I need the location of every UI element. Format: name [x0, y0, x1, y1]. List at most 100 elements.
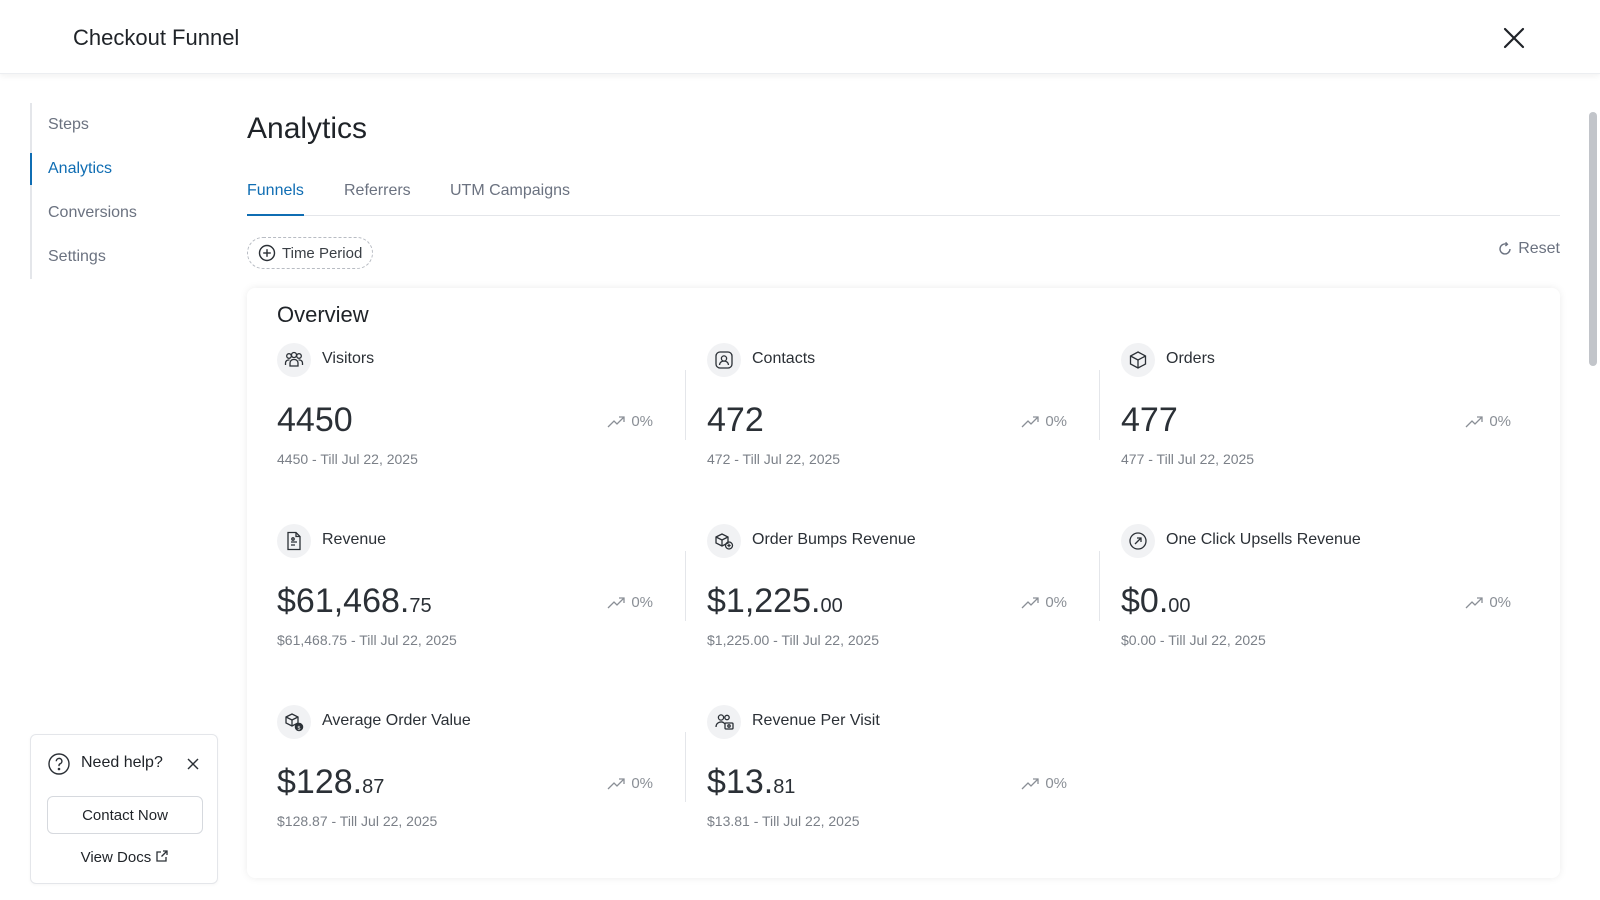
svg-text:$: $: [297, 725, 301, 731]
visitor-revenue-icon: [707, 705, 741, 739]
side-nav: Steps Analytics Conversions Settings: [30, 103, 210, 279]
close-icon[interactable]: [186, 757, 200, 771]
metric-value-cents: 00: [820, 595, 843, 617]
metric-value: 477: [1121, 401, 1178, 440]
scrollbar[interactable]: [1589, 104, 1597, 900]
sidebar-item-settings[interactable]: Settings: [48, 248, 106, 265]
metric-trend-value: 0%: [1489, 594, 1511, 611]
divider: [685, 732, 686, 802]
divider: [1099, 370, 1100, 440]
metric-value: $13.81: [707, 763, 795, 802]
tab-referrers[interactable]: Referrers: [344, 182, 411, 199]
contact-now-button[interactable]: Contact Now: [47, 796, 203, 834]
reset-label: Reset: [1518, 240, 1560, 257]
metric-trend-value: 0%: [631, 594, 653, 611]
metric-trend-value: 0%: [1045, 775, 1067, 792]
view-docs-link[interactable]: View Docs: [31, 849, 219, 866]
metric-subtext: $13.81 - Till Jul 22, 2025: [707, 813, 860, 829]
sidebar-item-analytics[interactable]: Analytics: [30, 147, 210, 191]
users-icon: [277, 343, 311, 377]
time-period-filter[interactable]: Time Period: [247, 237, 374, 269]
trend-up-icon: [607, 777, 625, 789]
metric-one-click-upsells-revenue: One Click Upsells Revenue $0.00 $0.00 - …: [1121, 524, 1511, 664]
overview-title: Overview: [277, 302, 369, 327]
metric-value-main: $0.: [1121, 582, 1169, 620]
scrollbar-thumb[interactable]: [1589, 112, 1597, 366]
metric-order-bumps-revenue: Order Bumps Revenue $1,225.00 $1,225.00 …: [707, 524, 1067, 664]
divider: [685, 370, 686, 440]
metric-orders: Orders 477 477 - Till Jul 22, 2025 0%: [1121, 343, 1511, 483]
contact-icon: [707, 343, 741, 377]
metric-value-main: 472: [707, 401, 764, 439]
overview-card: Overview Visitors 4450 4450 - Till Jul 2…: [247, 288, 1560, 878]
time-period-label: Time Period: [282, 244, 363, 262]
upsell-icon: [1121, 524, 1155, 558]
divider: [685, 551, 686, 621]
sidebar-item-steps[interactable]: Steps: [48, 116, 89, 133]
metric-trend-value: 0%: [631, 413, 653, 430]
metric-subtext: 472 - Till Jul 22, 2025: [707, 451, 841, 467]
metric-value-main: 4450: [277, 401, 353, 439]
main-content: Analytics Funnels Referrers UTM Campaign…: [247, 100, 1560, 269]
box-dollar-icon: $: [277, 705, 311, 739]
metric-value: 4450: [277, 401, 353, 440]
external-link-icon: [156, 850, 169, 862]
trend-up-icon: [1021, 777, 1039, 789]
metric-label: One Click Upsells Revenue: [1166, 531, 1361, 548]
metric-subtext: 477 - Till Jul 22, 2025: [1121, 451, 1255, 467]
metric-value: $128.87: [277, 763, 384, 802]
metric-label: Visitors: [322, 350, 375, 367]
metric-revenue: Revenue $61,468.75 $61,468.75 - Till Jul…: [277, 524, 653, 664]
refresh-icon: [1499, 241, 1511, 255]
close-button[interactable]: [1498, 22, 1530, 54]
metric-value-cents: 00: [1168, 595, 1191, 617]
metric-subtext: $0.00 - Till Jul 22, 2025: [1121, 632, 1266, 648]
close-icon[interactable]: [1498, 22, 1530, 54]
metric-contacts: Contacts 472 472 - Till Jul 22, 2025 0%: [707, 343, 1067, 483]
metric-value-cents: 87: [362, 776, 385, 798]
metric-value: $0.00: [1121, 582, 1191, 621]
metric-average-order-value: $ Average Order Value $128.87 $128.87 - …: [277, 705, 653, 845]
reset-button[interactable]: Reset: [1497, 240, 1560, 258]
metric-trend: 0%: [1020, 775, 1067, 792]
trend-up-icon: [1465, 415, 1483, 427]
metric-trend: 0%: [1020, 594, 1067, 611]
trend-up-icon: [1465, 596, 1483, 608]
metric-subtext: $1,225.00 - Till Jul 22, 2025: [707, 632, 880, 648]
metric-label: Revenue: [322, 531, 387, 548]
plus-circle-icon: [258, 244, 276, 262]
tab-utm-campaigns[interactable]: UTM Campaigns: [450, 182, 571, 199]
divider: [1099, 551, 1100, 621]
help-title: Need help?: [81, 754, 163, 771]
receipt-icon: [277, 524, 311, 558]
trend-up-icon: [1021, 596, 1039, 608]
metric-trend-value: 0%: [1045, 594, 1067, 611]
question-circle-icon: [48, 753, 70, 775]
tab-bar: Funnels Referrers UTM Campaigns: [247, 180, 1560, 216]
box-icon: [1121, 343, 1155, 377]
sidebar-item-conversions[interactable]: Conversions: [48, 204, 137, 221]
trend-up-icon: [1021, 415, 1039, 427]
metric-trend: 0%: [1020, 413, 1067, 430]
page-title: Analytics: [247, 112, 368, 145]
window-title: Checkout Funnel: [73, 25, 240, 50]
metric-value-cents: 81: [773, 776, 796, 798]
metric-label: Order Bumps Revenue: [752, 531, 916, 548]
metric-revenue-per-visit: Revenue Per Visit $13.81 $13.81 - Till J…: [707, 705, 1067, 845]
metric-value-main: $128.: [277, 763, 363, 801]
help-widget: Need help? Contact Now View Docs: [30, 734, 218, 884]
metric-trend: 0%: [606, 413, 653, 430]
metric-trend-value: 0%: [631, 775, 653, 792]
metric-value-main: 477: [1121, 401, 1178, 439]
metric-value-cents: 75: [409, 595, 432, 617]
tab-funnels[interactable]: Funnels: [247, 180, 304, 216]
metric-value: $1,225.00: [707, 582, 843, 621]
trend-up-icon: [607, 415, 625, 427]
metric-value: 472: [707, 401, 764, 440]
metric-subtext: 4450 - Till Jul 22, 2025: [277, 451, 418, 467]
metric-trend: 0%: [1464, 413, 1511, 430]
metric-visitors: Visitors 4450 4450 - Till Jul 22, 2025 0…: [277, 343, 653, 483]
metric-label: Average Order Value: [322, 712, 471, 729]
metric-trend: 0%: [606, 775, 653, 792]
top-bar: Checkout Funnel: [0, 0, 1600, 74]
